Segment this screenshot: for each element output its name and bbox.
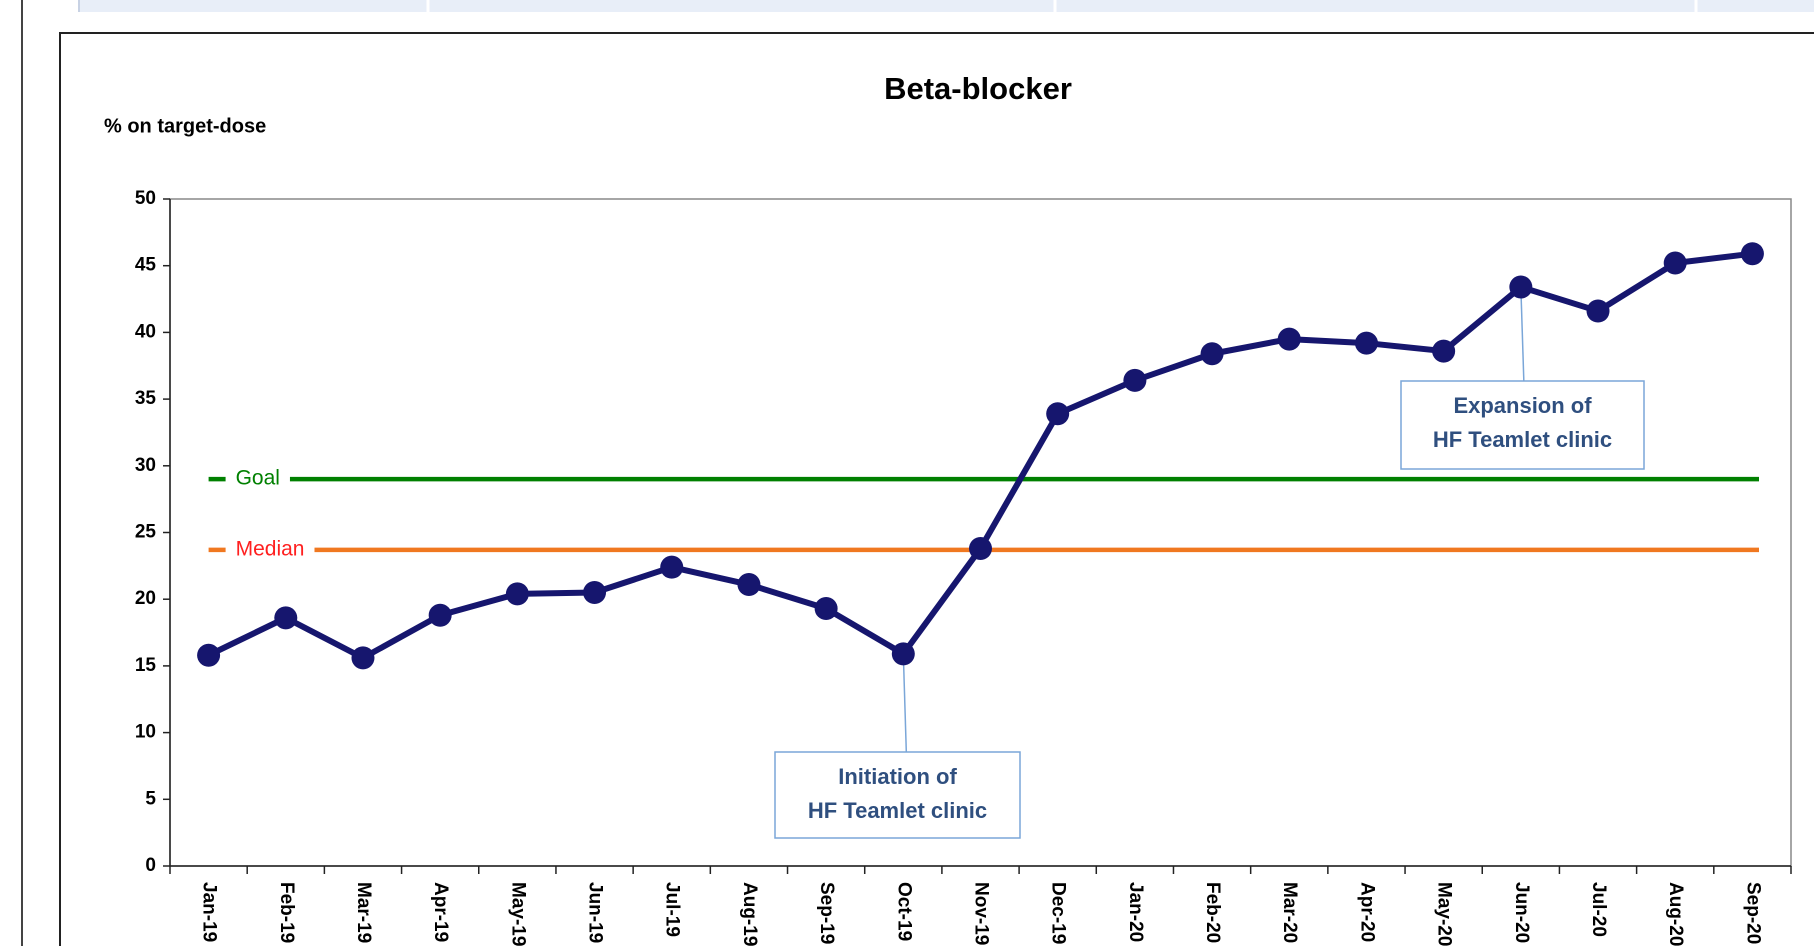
data-point [1277, 327, 1301, 351]
data-point [737, 573, 761, 597]
reference-label: Median [236, 537, 305, 560]
annotation-text: HF Teamlet clinic [808, 798, 987, 823]
data-point [197, 643, 221, 667]
x-tick-label: Sep-20 [1742, 882, 1763, 944]
data-point [1123, 368, 1147, 392]
x-tick-label: Feb-20 [1202, 882, 1223, 943]
annotation-text: HF Teamlet clinic [1433, 427, 1612, 452]
y-tick-label: 10 [135, 722, 156, 743]
reference-label: Goal [236, 467, 280, 490]
annotation-box [1400, 380, 1645, 470]
x-tick-label: Jun-19 [585, 882, 606, 943]
y-tick-label: 15 [135, 655, 157, 676]
x-tick-label: Dec-19 [1048, 882, 1069, 944]
data-point [428, 603, 452, 627]
data-point [1740, 242, 1764, 266]
data-point [660, 555, 684, 579]
x-tick-label: Jun-20 [1511, 882, 1532, 943]
annotation-text: Initiation of [838, 764, 957, 789]
annotation-connector [1520, 287, 1525, 382]
data-point [1354, 331, 1378, 355]
x-tick-label: Apr-19 [430, 882, 451, 942]
x-tick-label: Aug-19 [739, 882, 760, 946]
x-tick-label: Sep-19 [816, 882, 837, 944]
x-tick-label: Mar-19 [353, 882, 374, 943]
chart-title: Beta-blocker [884, 71, 1072, 106]
x-tick-label: Jul-19 [662, 882, 683, 937]
data-point [1586, 299, 1610, 323]
x-tick-label: Nov-19 [970, 882, 991, 945]
annotation-box [774, 751, 1021, 839]
y-tick-label: 35 [135, 388, 157, 409]
y-tick-label: 50 [135, 188, 156, 209]
table-strip [79, 0, 1814, 12]
y-tick-label: 5 [145, 788, 156, 809]
chart-border [59, 32, 1814, 946]
data-point [583, 581, 607, 605]
y-tick-label: 20 [135, 588, 156, 609]
x-tick-label: Mar-20 [1279, 882, 1300, 943]
x-tick-label: May-19 [507, 882, 528, 946]
data-point [969, 537, 992, 561]
x-tick-label: Jan-20 [1125, 882, 1146, 942]
data-point [505, 582, 529, 606]
x-tick-label: Apr-20 [1356, 882, 1377, 942]
x-tick-label: May-20 [1434, 882, 1455, 946]
data-point [1663, 251, 1687, 275]
data-point [274, 606, 298, 630]
data-point [1200, 342, 1224, 366]
data-point [1509, 275, 1533, 299]
x-tick-label: Oct-19 [893, 882, 914, 941]
data-point [891, 642, 915, 666]
data-point [1046, 402, 1070, 426]
annotation-text: Expansion of [1453, 393, 1592, 418]
x-tick-label: Aug-20 [1665, 882, 1686, 946]
y-tick-label: 0 [145, 855, 156, 876]
x-tick-label: Jul-20 [1588, 882, 1609, 937]
y-tick-label: 30 [135, 455, 156, 476]
y-tick-label: 45 [135, 255, 157, 276]
data-point [814, 597, 838, 621]
x-tick-label: Jan-19 [199, 882, 220, 942]
annotation-connector [902, 653, 908, 753]
y-tick-label: 25 [135, 522, 157, 543]
data-point [351, 646, 375, 670]
data-point [1432, 339, 1456, 363]
y-axis-label: % on target-dose [104, 115, 266, 137]
x-tick-label: Feb-19 [276, 882, 297, 943]
y-tick-label: 40 [135, 321, 156, 342]
